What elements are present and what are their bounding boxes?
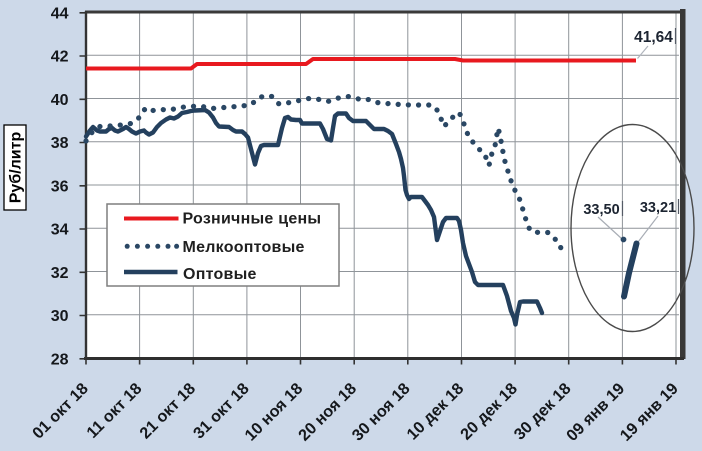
svg-text:41,64: 41,64: [634, 29, 673, 46]
svg-text:30: 30: [51, 308, 69, 325]
svg-text:33,21: 33,21: [640, 200, 676, 216]
svg-text:Розничные цены: Розничные цены: [183, 211, 322, 228]
svg-text:32: 32: [51, 265, 69, 282]
svg-text:34: 34: [51, 222, 69, 239]
svg-text:Руб/литр: Руб/литр: [8, 132, 25, 204]
svg-text:36: 36: [51, 178, 69, 195]
svg-text:28: 28: [51, 351, 69, 368]
svg-text:42: 42: [51, 49, 69, 66]
svg-text:40: 40: [51, 92, 69, 109]
svg-text:44: 44: [51, 5, 69, 22]
svg-text:33,50: 33,50: [583, 202, 619, 218]
svg-text:38: 38: [51, 135, 69, 152]
svg-text:Мелкооптовые: Мелкооптовые: [183, 239, 305, 256]
svg-text:Оптовые: Оптовые: [183, 266, 257, 283]
